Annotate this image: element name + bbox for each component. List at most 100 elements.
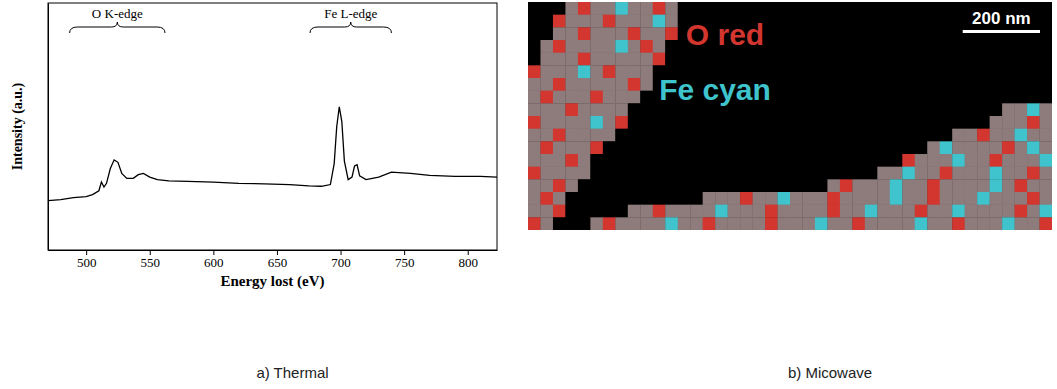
map-cell: [703, 2, 716, 15]
map-cell: [790, 154, 803, 167]
map-cell: [940, 205, 953, 218]
map-cell: [902, 167, 915, 180]
map-cell: [852, 15, 865, 28]
map-cell: [890, 154, 903, 167]
map-cell: [927, 116, 940, 129]
map-cell: [977, 65, 990, 78]
map-cell: [765, 205, 778, 218]
map-cell: [1040, 27, 1052, 40]
map-cell: [665, 40, 678, 53]
map-cell: [665, 192, 678, 205]
map-cell: [965, 205, 978, 218]
map-cell: [790, 78, 803, 91]
map-cell: [640, 2, 653, 15]
map-cell: [890, 179, 903, 192]
map-cell: [952, 40, 965, 53]
map-cell: [615, 65, 628, 78]
map-cell: [952, 129, 965, 142]
map-cell: [802, 103, 815, 116]
panel-a: 500550600650700750800Energy lost (eV)Int…: [10, 3, 498, 290]
map-cell: [952, 53, 965, 66]
map-cell: [940, 179, 953, 192]
map-cell: [852, 27, 865, 40]
map-cell: [865, 192, 878, 205]
map-cell: [940, 53, 953, 66]
map-cell: [977, 103, 990, 116]
map-cell: [778, 15, 791, 28]
map-cell: [628, 205, 641, 218]
map-cell: [778, 217, 791, 230]
map-cell: [927, 78, 940, 91]
map-cell: [565, 27, 578, 40]
map-cell: [765, 167, 778, 180]
map-cell: [1040, 78, 1052, 91]
map-cell: [653, 53, 666, 66]
map-cell: [990, 27, 1003, 40]
map-cell: [565, 154, 578, 167]
map-cell: [578, 103, 591, 116]
map-cell: [753, 217, 766, 230]
x-axis-title: Energy lost (eV): [220, 273, 324, 290]
map-cell: [653, 192, 666, 205]
map-cell: [728, 205, 741, 218]
map-cell: [590, 53, 603, 66]
y-axis-line: [48, 4, 49, 251]
map-cell: [653, 167, 666, 180]
map-cell: [640, 15, 653, 28]
map-cell: [590, 141, 603, 154]
map-cell: [578, 116, 591, 129]
map-cell: [553, 192, 566, 205]
map-cell: [890, 40, 903, 53]
map-cell: [615, 217, 628, 230]
map-cell: [965, 65, 978, 78]
map-cell: [952, 141, 965, 154]
map-cell: [565, 15, 578, 28]
map-cell: [840, 167, 853, 180]
map-cell: [877, 40, 890, 53]
map-cell: [753, 205, 766, 218]
map-cell: [553, 205, 566, 218]
map-cell: [753, 141, 766, 154]
map-cell: [690, 53, 703, 66]
map-cell: [553, 116, 566, 129]
map-cell: [740, 2, 753, 15]
map-cell: [728, 53, 741, 66]
map-cell: [952, 205, 965, 218]
map-cell: [665, 141, 678, 154]
map-cell: [640, 91, 653, 104]
map-cell: [728, 192, 741, 205]
map-cell: [540, 78, 553, 91]
map-cell: [790, 91, 803, 104]
map-cell: [1002, 141, 1015, 154]
map-cell: [840, 40, 853, 53]
map-cell: [653, 179, 666, 192]
x-tick-label: 550: [141, 255, 161, 270]
map-cells: [528, 2, 1052, 230]
map-cell: [753, 167, 766, 180]
map-cell: [553, 217, 566, 230]
map-cell: [1040, 116, 1052, 129]
map-cell: [640, 27, 653, 40]
map-cell: [553, 15, 566, 28]
map-cell: [1027, 141, 1040, 154]
map-cell: [1027, 179, 1040, 192]
map-cell: [902, 2, 915, 15]
map-cell: [815, 91, 828, 104]
map-cell: [540, 91, 553, 104]
map-cell: [753, 2, 766, 15]
map-cell: [990, 154, 1003, 167]
map-cell: [665, 205, 678, 218]
map-cell: [915, 78, 928, 91]
map-cell: [640, 217, 653, 230]
map-cell: [827, 65, 840, 78]
map-cell: [802, 91, 815, 104]
map-cell: [790, 40, 803, 53]
map-cell: [540, 205, 553, 218]
map-cell: [628, 2, 641, 15]
map-cell: [865, 53, 878, 66]
map-cell: [915, 154, 928, 167]
map-cell: [665, 217, 678, 230]
map-cell: [640, 116, 653, 129]
map-cell: [927, 53, 940, 66]
map-cell: [890, 205, 903, 218]
